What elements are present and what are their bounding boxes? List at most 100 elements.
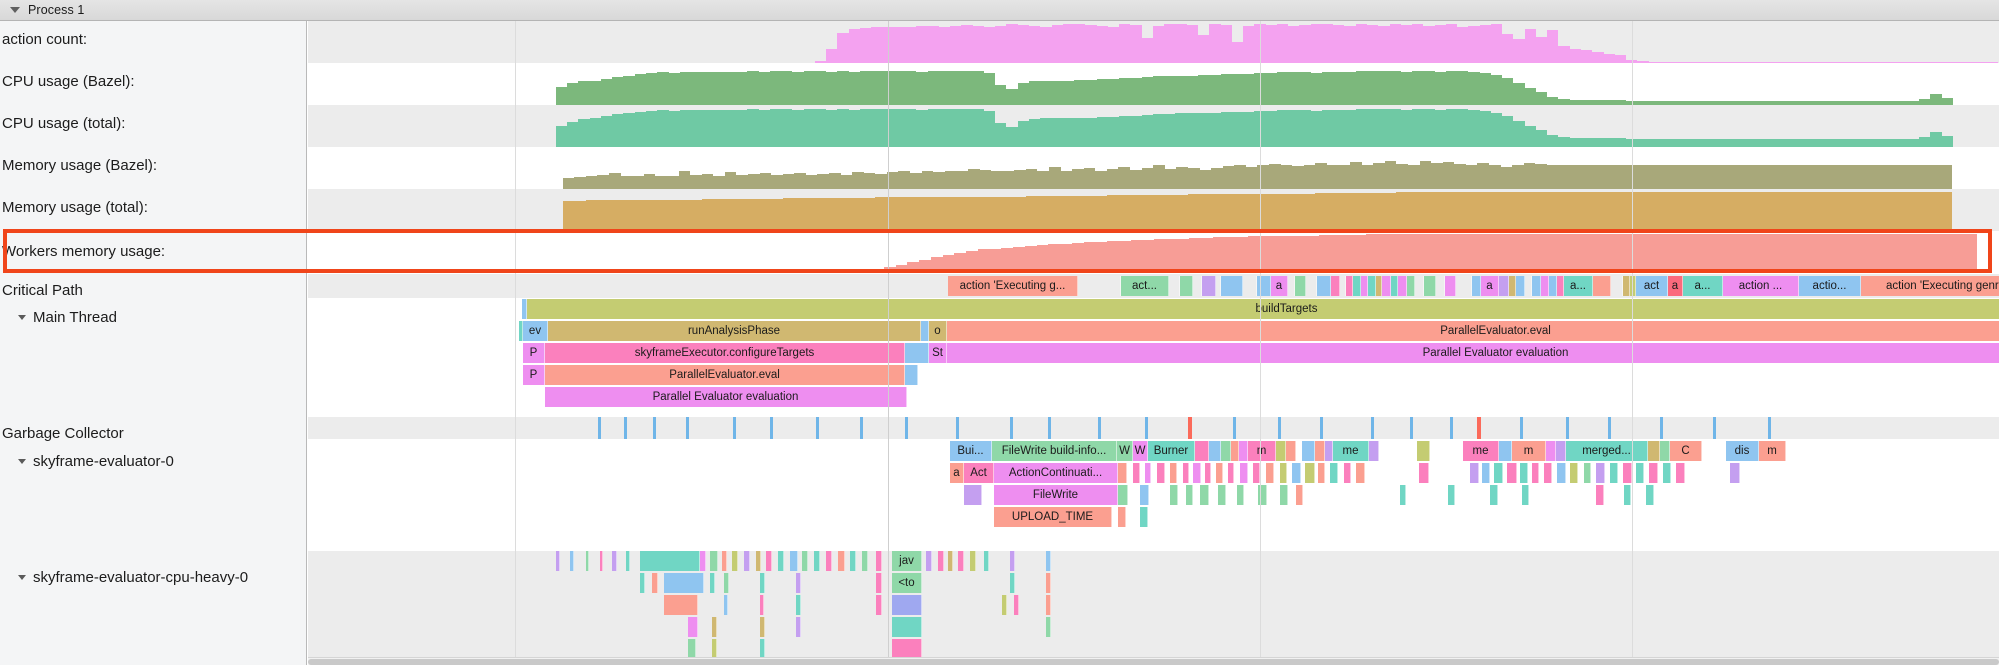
expand-triangle-down-icon[interactable] bbox=[10, 7, 20, 13]
flame-slice[interactable]: action ... bbox=[1723, 276, 1799, 296]
flame-slice-unlabeled[interactable] bbox=[1398, 276, 1407, 296]
flame-slice-unlabeled[interactable] bbox=[926, 551, 932, 571]
flame-slice-unlabeled[interactable] bbox=[1231, 441, 1239, 461]
flame-slice-unlabeled[interactable] bbox=[1318, 463, 1325, 483]
flame-slice-unlabeled[interactable] bbox=[612, 551, 617, 571]
flame-slice-unlabeled[interactable] bbox=[1186, 485, 1193, 505]
flame-slice-unlabeled[interactable] bbox=[712, 617, 717, 637]
flame-slice[interactable]: Bui... bbox=[950, 441, 992, 461]
flame-slice-unlabeled[interactable] bbox=[756, 551, 761, 571]
flame-slice-unlabeled[interactable] bbox=[1118, 507, 1126, 527]
flame-slice-unlabeled[interactable] bbox=[1046, 573, 1051, 593]
gc-event-tick[interactable] bbox=[1477, 417, 1481, 439]
flame-slice-unlabeled[interactable] bbox=[1010, 573, 1015, 593]
flame-slice-unlabeled[interactable] bbox=[1610, 463, 1618, 483]
flame-slice[interactable]: St bbox=[929, 343, 947, 363]
flame-slice-unlabeled[interactable] bbox=[1257, 276, 1271, 296]
flame-slice-unlabeled[interactable] bbox=[1180, 276, 1193, 296]
flame-slice-unlabeled[interactable] bbox=[626, 551, 630, 571]
gc-event-tick[interactable] bbox=[1278, 417, 1281, 439]
flame-slice-unlabeled[interactable] bbox=[1525, 276, 1532, 296]
flame-slice-unlabeled[interactable] bbox=[1624, 485, 1631, 505]
sidebar-item-skyframe-evaluator-0[interactable]: skyframe-evaluator-0 bbox=[0, 453, 307, 470]
flame-slice-unlabeled[interactable] bbox=[1482, 463, 1490, 483]
sidebar-item-workers-memory-usage[interactable]: Workers memory usage: bbox=[0, 243, 307, 260]
flame-slice-unlabeled[interactable] bbox=[1660, 441, 1670, 461]
flame-slice-unlabeled[interactable] bbox=[1205, 463, 1211, 483]
flame-slice-unlabeled[interactable] bbox=[1170, 463, 1177, 483]
flame-slice[interactable]: a bbox=[950, 463, 964, 483]
flame-slice-unlabeled[interactable] bbox=[1014, 595, 1019, 615]
flame-slice[interactable]: buildTargets bbox=[527, 299, 1999, 319]
flame-slice-unlabeled[interactable] bbox=[876, 551, 882, 571]
flame-slice-unlabeled[interactable] bbox=[1353, 276, 1361, 296]
flame-slice[interactable]: FileWrite build-info... bbox=[992, 441, 1117, 461]
flame-slice-unlabeled[interactable] bbox=[1361, 276, 1368, 296]
flame-slice-unlabeled[interactable] bbox=[921, 321, 929, 341]
flame-slice-unlabeled[interactable] bbox=[1325, 441, 1333, 461]
gc-event-tick[interactable] bbox=[956, 417, 959, 439]
flame-slice-unlabeled[interactable] bbox=[760, 639, 765, 659]
gc-event-tick[interactable] bbox=[653, 417, 656, 439]
flame-slice-unlabeled[interactable] bbox=[838, 551, 845, 571]
flame-slice[interactable]: W bbox=[1133, 441, 1148, 461]
flame-slice-unlabeled[interactable] bbox=[1193, 463, 1201, 483]
flame-slice-unlabeled[interactable] bbox=[1216, 276, 1221, 296]
flame-slice[interactable]: FileWrite bbox=[994, 485, 1118, 505]
flame-slice-unlabeled[interactable] bbox=[1417, 441, 1430, 461]
process-header[interactable]: Process 1 bbox=[0, 0, 1999, 21]
flame-slice-unlabeled[interactable] bbox=[744, 551, 750, 571]
flame-slice-unlabeled[interactable] bbox=[1253, 463, 1260, 483]
flame-slice-unlabeled[interactable] bbox=[1676, 463, 1685, 483]
flame-slice-unlabeled[interactable] bbox=[826, 551, 832, 571]
flame-slice-unlabeled[interactable] bbox=[1419, 463, 1429, 483]
flame-slice-unlabeled[interactable] bbox=[850, 551, 856, 571]
flame-slice-unlabeled[interactable] bbox=[1663, 463, 1671, 483]
flame-slice-unlabeled[interactable] bbox=[1145, 463, 1151, 483]
flame-slice-unlabeled[interactable] bbox=[1376, 276, 1382, 296]
flame-slice-unlabeled[interactable] bbox=[1532, 276, 1541, 296]
flame-slice-unlabeled[interactable] bbox=[1549, 276, 1557, 296]
flame-slice-unlabeled[interactable] bbox=[760, 617, 765, 637]
flame-slice-unlabeled[interactable] bbox=[1494, 463, 1503, 483]
flame-slice-unlabeled[interactable] bbox=[958, 551, 964, 571]
gc-event-tick[interactable] bbox=[1010, 417, 1013, 439]
flame-slice-unlabeled[interactable] bbox=[1046, 595, 1051, 615]
flame-track-skyframe-evaluator-0[interactable]: Bui... FileWrite build-info... W W Burner m me… bbox=[308, 441, 1999, 547]
flame-slice[interactable]: Act bbox=[964, 463, 994, 483]
flame-slice-unlabeled[interactable] bbox=[1424, 276, 1436, 296]
flame-slice-unlabeled[interactable] bbox=[1157, 463, 1165, 483]
flame-slice-unlabeled[interactable] bbox=[1280, 463, 1287, 483]
flame-slice[interactable]: actio... bbox=[1799, 276, 1861, 296]
flame-slice[interactable]: m bbox=[1759, 441, 1786, 461]
flame-slice[interactable]: action 'Executing genrule //de... bbox=[1861, 276, 1999, 296]
flame-slice-unlabeled[interactable] bbox=[1237, 485, 1244, 505]
gc-event-tick[interactable] bbox=[1768, 417, 1771, 439]
flame-slice-unlabeled[interactable] bbox=[724, 595, 728, 615]
flame-slice[interactable]: act... bbox=[1121, 276, 1169, 296]
flame-slice[interactable]: Parallel Evaluator evaluation bbox=[545, 387, 907, 407]
flame-slice[interactable]: merged... bbox=[1566, 441, 1648, 461]
flame-slice[interactable]: Parallel Evaluator evaluation bbox=[947, 343, 1999, 363]
flame-slice-unlabeled[interactable] bbox=[1228, 463, 1234, 483]
flame-slice-unlabeled[interactable] bbox=[1046, 617, 1051, 637]
flame-slice-unlabeled[interactable] bbox=[1541, 276, 1549, 296]
flame-slice-unlabeled[interactable] bbox=[724, 573, 729, 593]
gc-event-tick[interactable] bbox=[1233, 417, 1236, 439]
flame-slice-unlabeled[interactable] bbox=[688, 639, 696, 659]
flame-slice-unlabeled[interactable] bbox=[964, 485, 982, 505]
flame-slice-unlabeled[interactable] bbox=[1218, 485, 1226, 505]
flame-track-critical-path[interactable]: action 'Executing g... act... a a a... act a a.… bbox=[308, 274, 1999, 298]
flame-slice-unlabeled[interactable] bbox=[1288, 276, 1295, 296]
flame-slice-unlabeled[interactable] bbox=[1382, 276, 1391, 296]
flame-slice-unlabeled[interactable] bbox=[1436, 276, 1445, 296]
flame-slice-unlabeled[interactable] bbox=[1499, 441, 1512, 461]
sidebar-item-garbage-collector[interactable]: Garbage Collector bbox=[0, 425, 307, 442]
flame-slice-unlabeled[interactable] bbox=[664, 573, 704, 593]
gc-event-tick[interactable] bbox=[1566, 417, 1569, 439]
flame-slice-unlabeled[interactable] bbox=[1296, 485, 1303, 505]
flame-slice-unlabeled[interactable] bbox=[1556, 441, 1566, 461]
gc-event-tick[interactable] bbox=[1145, 417, 1148, 439]
gc-event-tick[interactable] bbox=[1371, 417, 1374, 439]
sidebar-item-main-thread[interactable]: Main Thread bbox=[0, 309, 307, 326]
